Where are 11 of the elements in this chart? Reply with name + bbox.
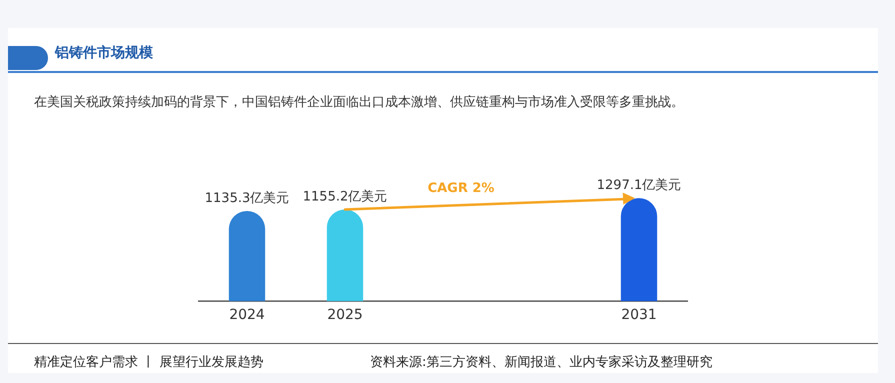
text: 精准定位客户需求 丨 展望行业发展趋势 [34, 354, 264, 371]
chart-subtitle: 在美国关税政策持续加码的背景下，中国铝铸件企业面临出口成本激增、供应链重构与市场准入受限等多重挑战。 [34, 94, 684, 111]
data-label: 1135.3亿美元 [204, 190, 290, 206]
data-label: 1297.1亿美元 [596, 177, 682, 194]
x-tick-label: 2024 [229, 307, 265, 324]
chart-title: 铝铸件市场规模 [55, 44, 153, 62]
text: 资料来源:第三方资料、新闻报道、业内专家采访及整理研究 [370, 354, 712, 371]
x-tick-label: 2031 [621, 307, 657, 324]
data-label: 1155.2亿美元 [302, 188, 388, 204]
text: CAGR 2% [428, 180, 494, 196]
x-tick-label: 2025 [327, 307, 363, 324]
